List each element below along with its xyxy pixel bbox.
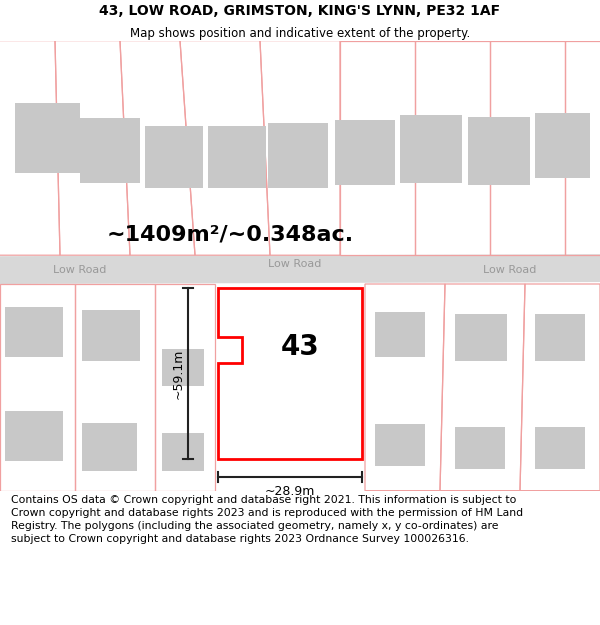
Text: Low Road: Low Road — [268, 259, 322, 269]
Bar — [208, 126, 266, 188]
Text: ~59.1m: ~59.1m — [172, 348, 185, 399]
Text: 43, LOW ROAD, GRIMSTON, KING'S LYNN, PE32 1AF: 43, LOW ROAD, GRIMSTON, KING'S LYNN, PE3… — [100, 4, 500, 18]
Bar — [535, 113, 590, 178]
Text: Low Road: Low Road — [53, 265, 107, 275]
Polygon shape — [218, 288, 362, 459]
Bar — [375, 312, 425, 356]
Bar — [15, 103, 80, 172]
Bar — [535, 427, 585, 469]
Bar — [5, 307, 63, 356]
Bar — [335, 120, 395, 184]
Bar — [375, 424, 425, 466]
Bar — [82, 310, 140, 361]
Text: Low Road: Low Road — [484, 265, 536, 275]
Bar — [5, 411, 63, 461]
Bar — [455, 314, 507, 361]
Bar — [535, 314, 585, 361]
Bar — [468, 117, 530, 184]
Bar — [162, 433, 204, 471]
Polygon shape — [0, 254, 600, 284]
Text: Contains OS data © Crown copyright and database right 2021. This information is : Contains OS data © Crown copyright and d… — [11, 494, 523, 544]
Bar — [455, 427, 505, 469]
Bar — [162, 349, 204, 386]
Bar — [400, 115, 462, 182]
Text: Map shows position and indicative extent of the property.: Map shows position and indicative extent… — [130, 27, 470, 40]
Text: 43: 43 — [281, 332, 319, 361]
Text: ~1409m²/~0.348ac.: ~1409m²/~0.348ac. — [106, 224, 353, 244]
Bar — [232, 296, 322, 334]
Bar — [145, 126, 203, 188]
Bar — [268, 123, 328, 188]
Bar — [82, 423, 137, 471]
Bar — [80, 118, 140, 182]
Text: ~28.9m: ~28.9m — [265, 484, 315, 498]
